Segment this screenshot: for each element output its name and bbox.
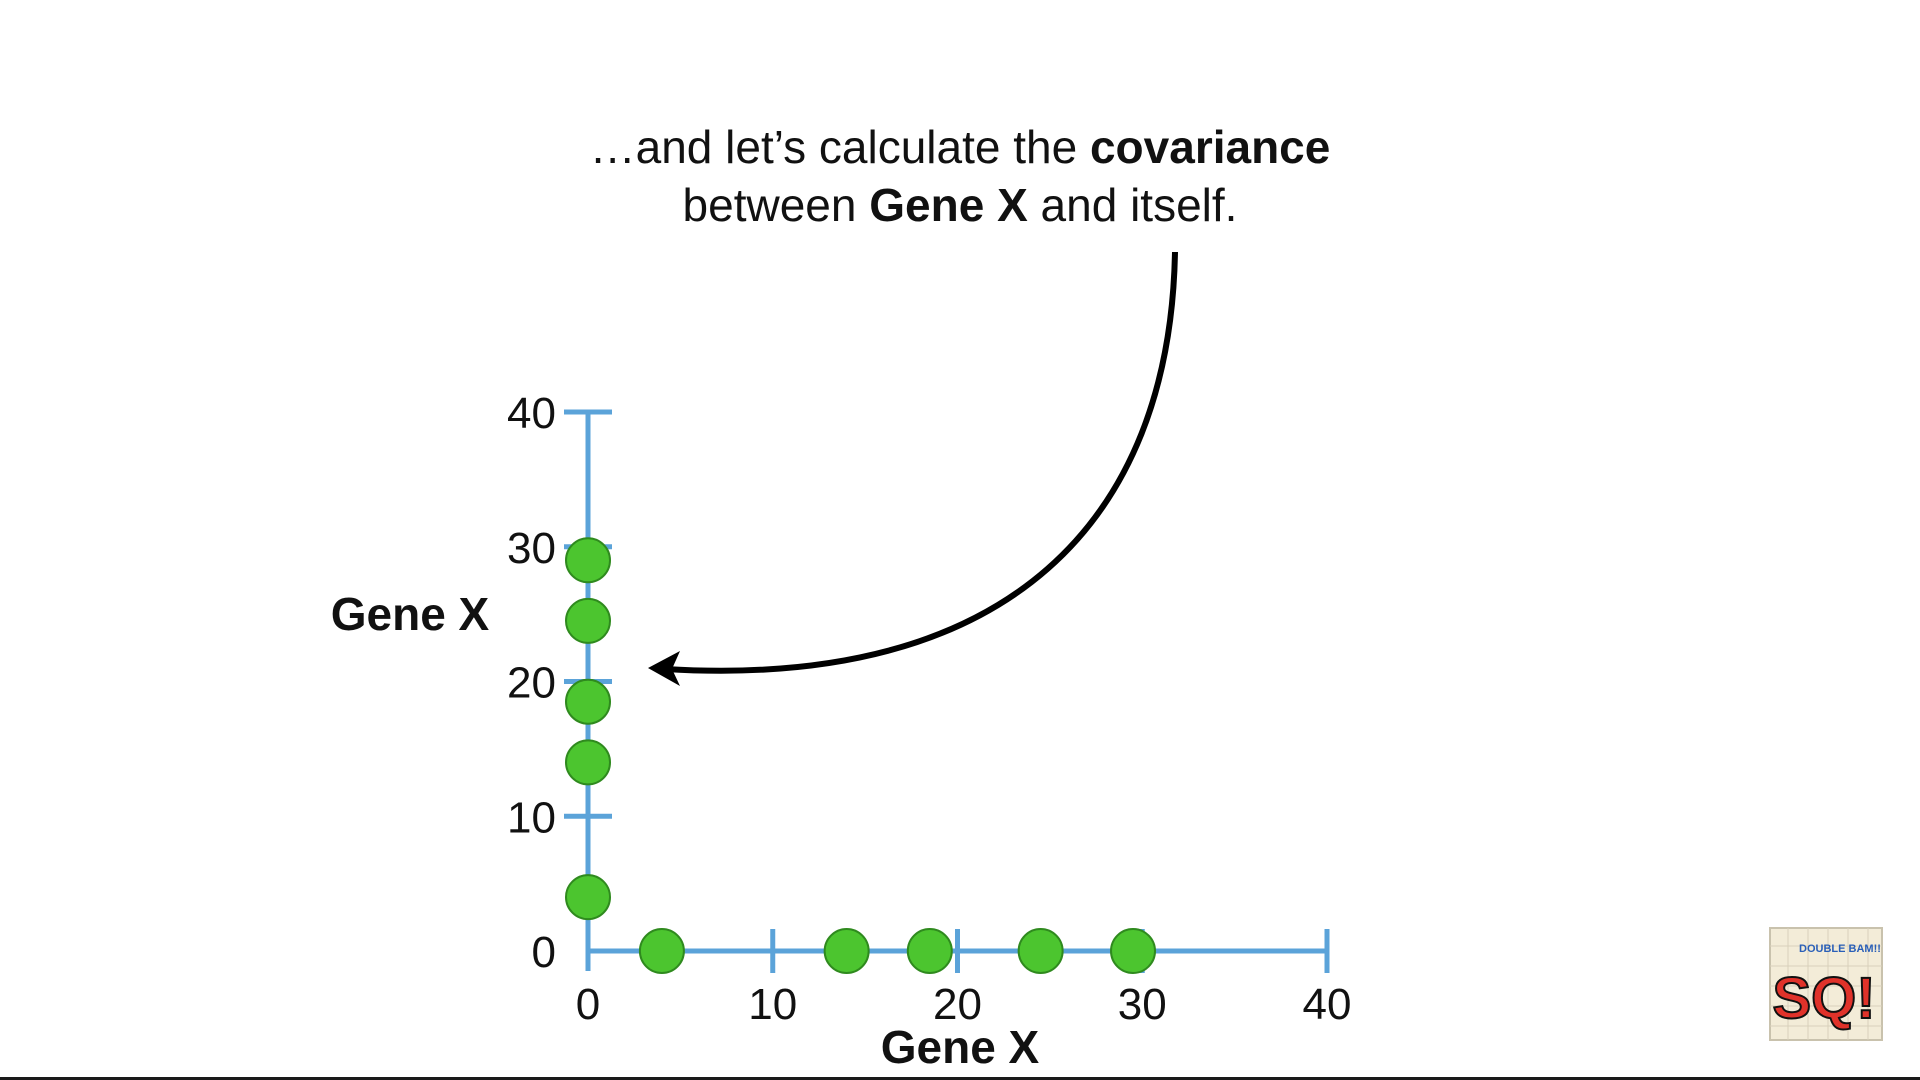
data-point <box>1110 928 1157 974</box>
x-tick-label: 0 <box>576 980 600 1029</box>
caption-line1-bold: covariance <box>1089 121 1331 173</box>
logo-small-text: DOUBLE BAM!! <box>1799 943 1881 955</box>
x-axis-title: Gene X <box>881 1021 1040 1073</box>
caption-line2-suffix: and itself. <box>1027 179 1238 231</box>
caption-line2-prefix: between <box>682 179 870 231</box>
caption-line2-bold: Gene X <box>869 179 1028 231</box>
data-point <box>638 928 685 974</box>
annotation-arrow <box>648 251 1178 686</box>
x-tick-label: 30 <box>1118 980 1167 1029</box>
bottom-border <box>0 1077 1920 1080</box>
data-point <box>565 739 611 786</box>
x-tick-label: 40 <box>1303 980 1352 1029</box>
data-point <box>565 678 611 725</box>
data-point <box>565 597 611 644</box>
annotation-arrow-head <box>648 651 680 686</box>
tick-labels: 0 10 20 30 40 0 10 20 30 40 <box>507 389 1351 1029</box>
data-point <box>565 874 611 921</box>
y-tick-label: 20 <box>507 659 556 708</box>
x-tick-label: 20 <box>933 980 982 1029</box>
y-axis-title: Gene X <box>331 588 490 640</box>
logo-badge: DOUBLE BAM!! SQ! <box>1768 926 1884 1042</box>
logo-main-text: SQ! <box>1772 966 1875 1031</box>
data-point <box>823 928 870 974</box>
y-tick-label: 0 <box>532 928 556 977</box>
y-tick-label: 40 <box>507 389 556 438</box>
axes <box>564 409 1330 973</box>
caption-line1-prefix: …and let’s calculate the <box>589 121 1090 173</box>
data-point <box>906 928 953 974</box>
annotation-arrow-curve <box>664 251 1178 674</box>
data-point <box>1017 928 1064 974</box>
data-points <box>565 537 1157 974</box>
data-point <box>565 537 611 584</box>
y-tick-label: 30 <box>507 524 556 573</box>
caption: …and let’s calculate the covariance betw… <box>560 118 1360 234</box>
x-tick-label: 10 <box>748 980 797 1029</box>
y-tick-label: 10 <box>507 793 556 842</box>
